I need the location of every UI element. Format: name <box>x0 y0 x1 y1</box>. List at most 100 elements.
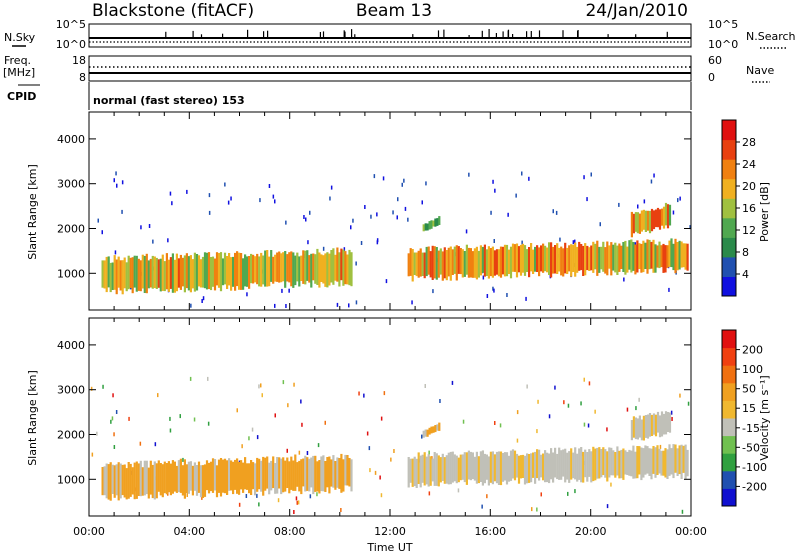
echo-cell <box>270 460 273 491</box>
echo-cell <box>468 172 470 177</box>
echo-cell <box>195 465 199 496</box>
echo-cell <box>588 449 591 477</box>
echo-cell <box>203 464 207 497</box>
echo-cell <box>432 220 435 227</box>
echo-cell <box>135 461 138 499</box>
echo-cell <box>312 455 315 495</box>
nave-scale-bottom: 0 <box>708 71 715 84</box>
echo-cell <box>230 257 233 291</box>
echo-cell <box>646 446 649 474</box>
echo-cell <box>426 429 429 437</box>
echo-cell <box>542 243 545 273</box>
echo-cell <box>559 237 561 242</box>
echo-cell <box>648 239 651 270</box>
echo-cell <box>169 416 171 421</box>
echo-cell <box>159 258 162 292</box>
echo-cell <box>163 261 166 292</box>
echo-cell <box>102 384 104 389</box>
echo-cell <box>298 256 301 287</box>
echo-cell <box>107 464 110 500</box>
echo-cell <box>451 249 454 275</box>
echo-cell <box>123 464 126 498</box>
echo-cell <box>587 423 590 428</box>
echo-cell <box>630 420 633 441</box>
echo-cell <box>264 457 267 491</box>
echo-cell <box>554 245 557 274</box>
echo-cell <box>413 456 416 487</box>
echo-cell <box>521 243 525 273</box>
echo-cell <box>638 415 641 438</box>
echo-cell <box>674 238 677 274</box>
echo-cell <box>463 452 466 483</box>
echo-cell <box>259 198 261 203</box>
echo-cell <box>653 173 655 178</box>
echo-cell <box>678 445 681 475</box>
echo-cell <box>252 462 255 490</box>
echo-cell <box>519 244 523 276</box>
echo-cell <box>187 256 190 291</box>
echo-cell <box>318 460 321 494</box>
echo-cell <box>608 447 611 478</box>
echo-cell <box>516 438 519 443</box>
echo-cell <box>340 248 343 281</box>
echo-cell <box>346 455 349 486</box>
echo-cell <box>340 508 342 512</box>
echo-cell <box>511 243 515 272</box>
echo-cell <box>207 252 211 289</box>
nsky-label: N.Sky <box>4 31 36 44</box>
echo-cell <box>536 449 539 479</box>
echo-cell <box>169 428 172 433</box>
nsky-strip-frame <box>88 23 692 48</box>
echo-cell <box>183 255 186 293</box>
echo-cell <box>636 418 639 440</box>
echo-cell <box>113 445 116 449</box>
echo-cell <box>421 252 424 276</box>
echo-cell <box>481 246 484 273</box>
echo-cell <box>264 250 267 287</box>
echo-cell <box>165 253 168 290</box>
echo-cell <box>638 243 641 269</box>
echo-cell <box>328 253 331 286</box>
echo-cell <box>643 199 646 204</box>
echo-cell <box>116 183 118 188</box>
colorbar-swatch <box>722 347 736 366</box>
echo-cell <box>640 419 643 441</box>
echo-cell <box>117 462 120 501</box>
echo-cell <box>153 461 156 500</box>
echo-cell <box>230 196 232 201</box>
echo-cell <box>532 452 535 478</box>
echo-cell <box>473 248 476 278</box>
x-tick-label: 04:00 <box>173 525 205 538</box>
echo-cell <box>288 461 291 494</box>
echo-cell <box>487 246 490 279</box>
echo-cell <box>151 255 154 289</box>
echo-cell <box>280 458 283 495</box>
echo-cell <box>437 455 440 487</box>
echo-cell <box>425 246 428 277</box>
echo-cell <box>221 459 225 493</box>
echo-cell <box>211 458 215 493</box>
echo-cell <box>439 399 441 403</box>
nsky-scale-bottom: 10^0 <box>56 38 86 51</box>
echo-cell <box>131 257 134 294</box>
echo-cell <box>330 250 333 283</box>
echo-cell <box>592 446 595 482</box>
echo-cell <box>407 457 410 488</box>
echo-cell <box>457 246 460 274</box>
echo-cell <box>139 260 142 292</box>
echo-cell <box>428 491 431 496</box>
echo-cell <box>223 252 227 285</box>
echo-cell <box>274 463 277 494</box>
echo-cell <box>684 444 687 480</box>
echo-cell <box>290 456 293 490</box>
echo-cell <box>205 252 209 290</box>
echo-cell <box>250 253 253 284</box>
echo-cell <box>348 458 351 487</box>
echo-cell <box>523 245 527 276</box>
echo-cell <box>544 450 547 483</box>
echo-cell <box>528 247 531 278</box>
echo-cell <box>451 380 454 385</box>
echo-cell <box>143 255 146 293</box>
echo-cell <box>286 254 289 282</box>
echo-cell <box>501 246 505 275</box>
